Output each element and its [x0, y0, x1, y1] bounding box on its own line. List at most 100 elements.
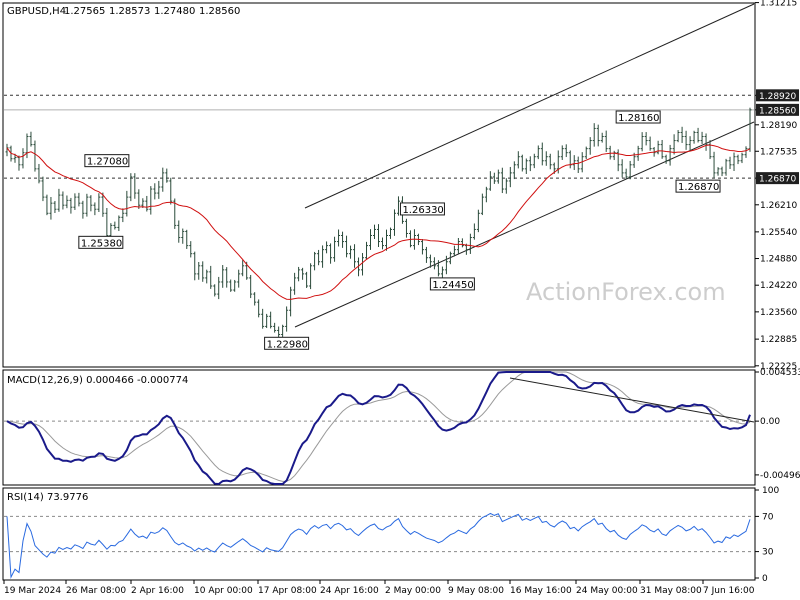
candle [73, 193, 77, 210]
candle [572, 155, 576, 171]
candle [528, 156, 532, 172]
candle [109, 223, 113, 239]
candle [257, 299, 261, 318]
candle [656, 140, 660, 155]
time-axis-label: 19 Mar 2024 [4, 586, 61, 596]
price-ohlc-open: 1.27565 [64, 6, 105, 17]
candle [265, 313, 269, 329]
candle [512, 161, 516, 180]
candle [129, 173, 133, 202]
candle [269, 311, 273, 329]
candle [564, 144, 568, 158]
annotation-box [78, 235, 124, 249]
candle [740, 152, 744, 164]
price-axis-label: 1.23560 [760, 308, 797, 318]
candle [21, 148, 25, 169]
candle [432, 257, 436, 270]
candle [69, 197, 73, 214]
candle [197, 261, 201, 280]
candle [544, 151, 548, 166]
time-axis-label: 24 Apr 16:00 [320, 586, 379, 596]
candle [297, 266, 301, 282]
annotation-label: 1.28160 [615, 110, 661, 124]
candle [97, 193, 101, 213]
candle [684, 130, 688, 150]
time-axis-label: 7 Jun 16:00 [703, 586, 755, 596]
candle [209, 265, 213, 289]
annotation-label: 1.26870 [675, 179, 721, 193]
annotation-box [429, 277, 475, 291]
candle [361, 253, 365, 276]
candle [45, 194, 49, 216]
candle [620, 159, 624, 178]
candle [81, 200, 85, 219]
price-tag: 1.26870 [756, 172, 799, 185]
candle [688, 136, 692, 151]
candle [532, 153, 536, 169]
candle [85, 193, 89, 217]
candle [305, 271, 309, 288]
rsi-axis-label: 100 [762, 486, 779, 496]
candle [369, 229, 373, 250]
candle [648, 136, 652, 151]
candle [113, 221, 117, 230]
candle [337, 229, 341, 247]
price-tag: 1.28560 [756, 103, 799, 116]
candle [121, 208, 125, 223]
candle [712, 151, 716, 178]
candle [700, 131, 704, 144]
candle [396, 196, 400, 216]
candle [137, 189, 141, 209]
candle [29, 131, 33, 147]
candle [732, 152, 736, 171]
candle [249, 274, 253, 299]
candle [588, 137, 592, 155]
candle [608, 145, 612, 160]
macd-signal-line [6, 371, 751, 482]
time-axis-label: 9 May 08:00 [448, 586, 504, 596]
price-tag-box [756, 89, 799, 102]
candle [301, 267, 305, 280]
candle [736, 154, 740, 165]
candle [468, 233, 472, 254]
candle [520, 154, 524, 172]
candle [193, 251, 197, 281]
candle [476, 209, 480, 233]
candle [424, 246, 428, 263]
annotation-text: 1.26330 [402, 205, 443, 216]
candle [676, 130, 680, 143]
candle [408, 230, 412, 248]
macd-line [6, 371, 751, 486]
candle [153, 183, 157, 200]
candle [724, 158, 728, 176]
candle [624, 168, 628, 179]
candle [444, 255, 448, 275]
price-axis-label: 1.25540 [760, 228, 797, 238]
candle [380, 237, 384, 250]
annotation-text: 1.26870 [678, 182, 719, 193]
candle [452, 245, 456, 257]
candle [672, 134, 676, 155]
annotation-label: 1.24450 [429, 277, 475, 291]
price-panel [2, 2, 756, 368]
candle [388, 227, 392, 239]
candle [65, 195, 69, 209]
annotation-label: 1.25380 [78, 235, 124, 249]
annotation-text: 1.22980 [267, 339, 308, 350]
price-ohlc-low: 1.27480 [154, 6, 195, 17]
candle [37, 163, 41, 184]
candle [668, 144, 672, 166]
candle [77, 192, 81, 207]
price-ohlc-close: 1.28560 [199, 6, 240, 17]
candle [660, 139, 664, 159]
time-axis-label: 31 May 08:00 [640, 586, 702, 596]
candle [484, 186, 488, 203]
candle [357, 257, 361, 277]
candle [728, 156, 732, 169]
candle [333, 236, 337, 262]
candle [696, 127, 700, 143]
price-layer: 1.27080 1.25380 1.22980 1.26330 1.24450 1.281… [4, 3, 755, 350]
candle [221, 265, 225, 288]
candle [161, 167, 165, 192]
